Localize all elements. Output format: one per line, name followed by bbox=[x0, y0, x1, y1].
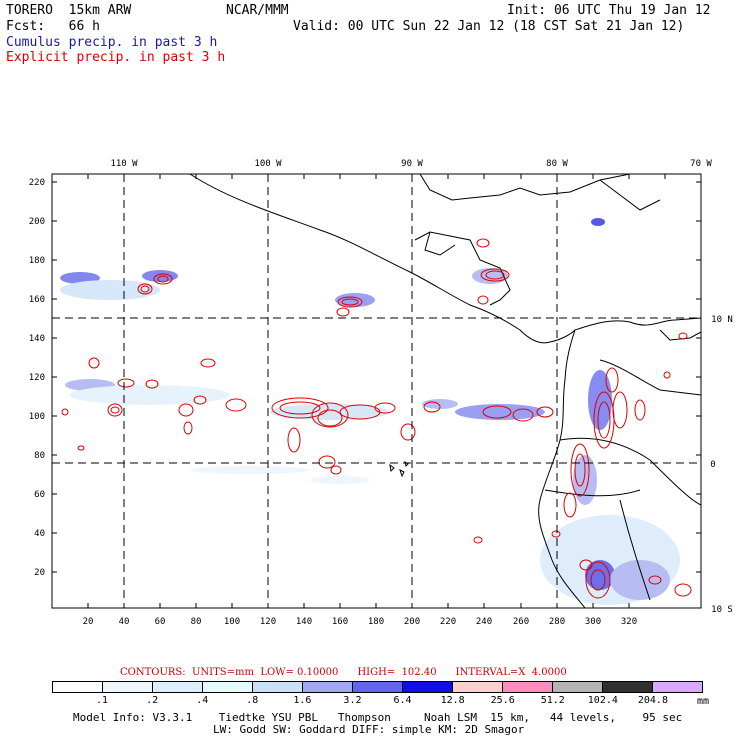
y-tick-label: 60 bbox=[34, 490, 45, 500]
cumulus-precip-shading bbox=[60, 218, 680, 605]
x-tick-label: 240 bbox=[476, 617, 492, 627]
x-tick-label: 320 bbox=[621, 617, 637, 627]
lat-label: 10 S bbox=[711, 605, 733, 615]
colorbar-label: 51.2 bbox=[540, 695, 565, 706]
y-tick-label: 160 bbox=[29, 295, 45, 305]
colorbar-swatch bbox=[253, 682, 303, 692]
colorbar-label: 204.8 bbox=[637, 695, 668, 706]
init-time: Init: 06 UTC Thu 19 Jan 12 bbox=[507, 3, 711, 18]
colorbar-swatch bbox=[403, 682, 453, 692]
y-tick-label: 220 bbox=[29, 178, 45, 188]
x-tick-label: 280 bbox=[549, 617, 565, 627]
colorbar-swatch bbox=[353, 682, 403, 692]
cumulus-legend: Cumulus precip. in past 3 h bbox=[6, 35, 218, 50]
tick-marks bbox=[52, 174, 701, 608]
valid-time: Valid: 00 UTC Sun 22 Jan 12 (18 CST Sat … bbox=[293, 19, 685, 34]
lon-label: 70 W bbox=[690, 159, 712, 169]
lon-label: 100 W bbox=[254, 159, 282, 169]
x-tick-label: 40 bbox=[119, 617, 130, 627]
x-tick-label: 140 bbox=[296, 617, 312, 627]
x-tick-label: 300 bbox=[585, 617, 601, 627]
x-tick-label: 200 bbox=[404, 617, 420, 627]
physics-info: LW: Godd SW: Goddard DIFF: simple KM: 2D… bbox=[213, 723, 525, 736]
y-tick-label: 20 bbox=[34, 568, 45, 578]
x-tick-label: 260 bbox=[513, 617, 529, 627]
x-tick-label: 180 bbox=[368, 617, 384, 627]
model-title: TORERO 15km ARW bbox=[6, 3, 132, 18]
colorbar-label: 102.4 bbox=[587, 695, 618, 706]
y-tick-label: 80 bbox=[34, 451, 45, 461]
lon-label: 80 W bbox=[546, 159, 568, 169]
colorbar-swatch bbox=[53, 682, 103, 692]
lon-label: 90 W bbox=[401, 159, 423, 169]
colorbar-label: 1.6 bbox=[293, 695, 312, 706]
colorbar-label: .1 bbox=[96, 695, 109, 706]
lat-label: 0 bbox=[710, 460, 715, 470]
colorbar-swatch bbox=[103, 682, 153, 692]
colorbar-swatch bbox=[153, 682, 203, 692]
y-tick-label: 100 bbox=[29, 412, 45, 422]
y-tick-label: 200 bbox=[29, 217, 45, 227]
y-tick-label: 40 bbox=[34, 529, 45, 539]
x-tick-label: 100 bbox=[224, 617, 240, 627]
colorbar-swatch bbox=[503, 682, 553, 692]
colorbar-label: .4 bbox=[196, 695, 209, 706]
x-tick-label: 20 bbox=[83, 617, 94, 627]
x-tick-label: 120 bbox=[260, 617, 276, 627]
x-tick-label: 80 bbox=[191, 617, 202, 627]
colorbar-label: 12.8 bbox=[440, 695, 465, 706]
explicit-precip-contours bbox=[61, 238, 692, 599]
org-label: NCAR/MMM bbox=[226, 3, 289, 18]
y-tick-label: 180 bbox=[29, 256, 45, 266]
colorbar-label: 6.4 bbox=[393, 695, 412, 706]
y-tick-label: 120 bbox=[29, 373, 45, 383]
model-info: Model Info: V3.3.1 Tiedtke YSU PBL Thomp… bbox=[73, 711, 683, 724]
colorbar-label: 3.2 bbox=[343, 695, 362, 706]
x-tick-label: 220 bbox=[440, 617, 456, 627]
lat-lon-grid bbox=[52, 174, 701, 608]
x-tick-label: 60 bbox=[155, 617, 166, 627]
colorbar-label: .8 bbox=[246, 695, 259, 706]
colorbar-swatch bbox=[553, 682, 603, 692]
colorbar-unit: mm bbox=[697, 696, 710, 707]
colorbar-swatch bbox=[453, 682, 503, 692]
contours-note: CONTOURS: UNITS=mm LOW= 0.10000 HIGH= 10… bbox=[120, 667, 567, 678]
x-tick-label: 160 bbox=[332, 617, 348, 627]
colorbar-swatch bbox=[203, 682, 253, 692]
y-tick-label: 140 bbox=[29, 334, 45, 344]
explicit-legend: Explicit precip. in past 3 h bbox=[6, 50, 226, 65]
colorbar-label: .2 bbox=[146, 695, 159, 706]
colorbar bbox=[52, 681, 703, 693]
lon-label: 110 W bbox=[110, 159, 138, 169]
colorbar-swatch bbox=[603, 682, 653, 692]
forecast-hour: Fcst: 66 h bbox=[6, 19, 100, 34]
colorbar-swatch bbox=[653, 682, 702, 692]
colorbar-labels: .1 .2 .4 .8 1.6 3.2 6.4 12.8 25.6 51.2 102.4 204.8 bbox=[52, 695, 703, 707]
colorbar-swatch bbox=[303, 682, 353, 692]
coastlines bbox=[189, 173, 702, 609]
lat-label: 10 N bbox=[711, 315, 733, 325]
colorbar-label: 25.6 bbox=[490, 695, 515, 706]
